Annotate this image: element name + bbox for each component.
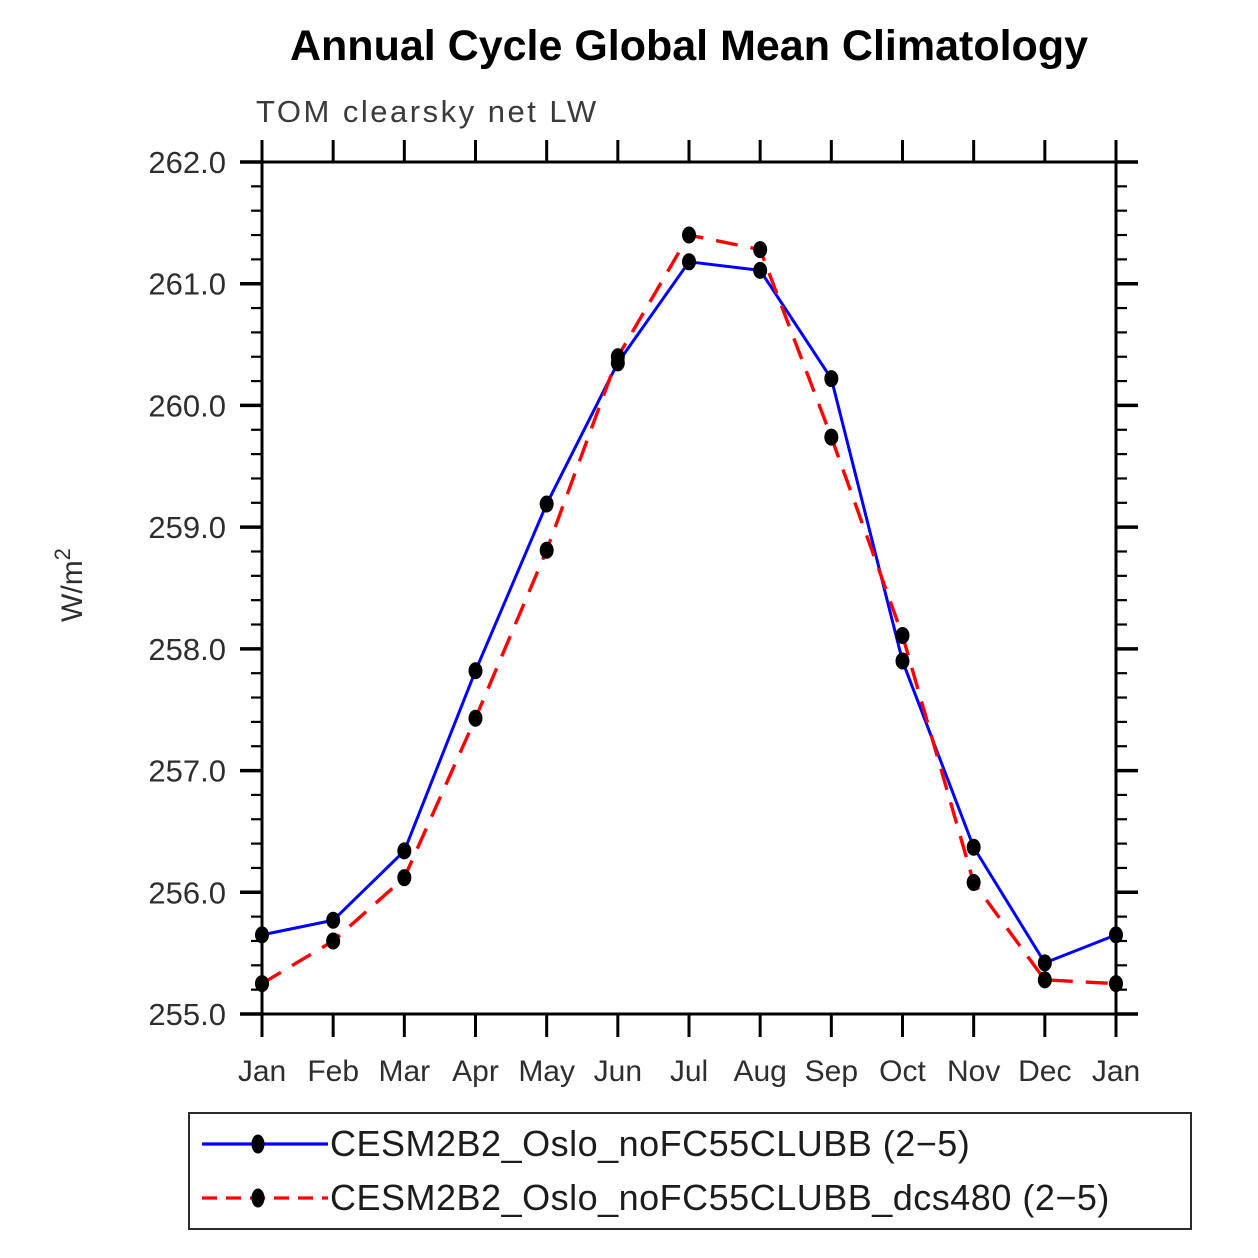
series-markers-0 — [255, 253, 1123, 972]
y-major-ticks — [240, 160, 1138, 1016]
x-tick-labels: Jan Feb Mar Apr May Jun Jul Aug Sep Oct Nov Dec Jan — [238, 1055, 1140, 1088]
y-minor-ticks — [251, 185, 1127, 991]
legend-marker-dot-icon — [251, 1134, 265, 1154]
chart-title: Annual Cycle Global Mean Climatology — [289, 22, 1089, 70]
svg-text:Jan: Jan — [238, 1055, 286, 1088]
axis-frame — [260, 160, 1118, 1016]
svg-text:259.0: 259.0 — [148, 510, 226, 545]
series-markers-1 — [255, 226, 1123, 993]
svg-text:Nov: Nov — [947, 1055, 1000, 1088]
svg-text:Apr: Apr — [452, 1055, 499, 1088]
svg-text:258.0: 258.0 — [148, 632, 226, 667]
svg-text:256.0: 256.0 — [148, 875, 226, 910]
svg-text:Aug: Aug — [733, 1055, 786, 1088]
chart-subtitle: TOM clearsky net LW — [256, 94, 599, 129]
svg-text:255.0: 255.0 — [148, 997, 226, 1032]
svg-text:Sep: Sep — [805, 1055, 858, 1088]
svg-text:Jun: Jun — [594, 1055, 642, 1088]
legend-line-sample-solid — [202, 1134, 328, 1154]
series-line-0 — [261, 260, 1117, 965]
svg-text:261.0: 261.0 — [148, 267, 226, 302]
legend-item-solid: CESM2B2_Oslo_noFC55CLUBB (2−5) — [200, 1121, 1190, 1167]
svg-text:W/m2: W/m2 — [50, 548, 89, 622]
svg-text:262.0: 262.0 — [148, 145, 226, 180]
svg-text:Oct: Oct — [879, 1055, 926, 1088]
legend-box: CESM2B2_Oslo_noFC55CLUBB (2−5) CESM2B2_O… — [188, 1112, 1192, 1230]
legend-label-dashed: CESM2B2_Oslo_noFC55CLUBB_dcs480 (2−5) — [330, 1177, 1110, 1218]
y-tick-labels: 255.0 256.0 257.0 258.0 259.0 260.0 261.0 262.0 — [148, 145, 226, 1032]
legend-line-sample-dashed — [202, 1188, 328, 1208]
x-ticks — [260, 140, 1118, 1037]
legend-item-dashed: CESM2B2_Oslo_noFC55CLUBB_dcs480 (2−5) — [200, 1175, 1190, 1221]
y-axis-title: W/m2 — [50, 548, 89, 622]
legend-label-solid: CESM2B2_Oslo_noFC55CLUBB (2−5) — [330, 1123, 971, 1164]
svg-text:Feb: Feb — [307, 1055, 359, 1088]
svg-text:Jul: Jul — [670, 1055, 708, 1088]
svg-text:May: May — [518, 1055, 575, 1088]
svg-text:257.0: 257.0 — [148, 754, 226, 789]
legend-marker-dot-icon — [251, 1188, 265, 1208]
svg-text:Dec: Dec — [1018, 1055, 1071, 1088]
svg-text:Jan: Jan — [1092, 1055, 1140, 1088]
svg-text:260.0: 260.0 — [148, 388, 226, 423]
svg-text:Mar: Mar — [378, 1055, 430, 1088]
